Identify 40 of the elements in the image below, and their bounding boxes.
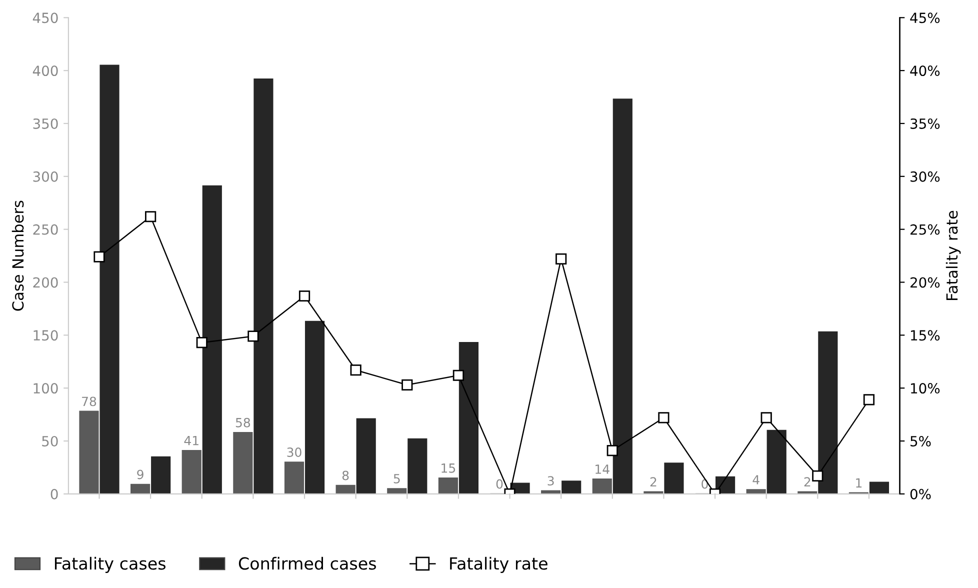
y-tick-label: 150 [34, 330, 58, 341]
y-tick-label: 200 [33, 277, 58, 288]
y2-tick-label: 15% [911, 330, 940, 341]
data-label: 2 [650, 477, 656, 486]
data-label: 41 [184, 436, 198, 446]
y2-tick-label: 35% [910, 118, 940, 129]
data-label: 2 [804, 477, 810, 486]
y-tick-label: 350 [33, 118, 58, 129]
data-label: 15 [442, 464, 456, 473]
y-tick-label: 250 [33, 224, 58, 235]
y2-tick-label: 40% [910, 66, 940, 76]
y-tick-label: 450 [32, 12, 58, 24]
y-tick-label: 400 [32, 66, 58, 76]
y-tick-label: 300 [33, 171, 58, 182]
y-tick-label: 50 [42, 436, 58, 446]
y2-tick-label: 25% [910, 224, 940, 235]
data-label: 58 [236, 418, 250, 428]
data-label: 3 [548, 476, 554, 486]
data-label: 0 [496, 479, 503, 489]
data-label: 5 [394, 474, 400, 484]
y2-tick-label: 10% [911, 383, 940, 394]
y-tick-label: 100 [34, 383, 58, 394]
data-label: 78 [82, 396, 96, 406]
y-axis-title: Case Numbers [12, 200, 24, 311]
y2-tick-label: 20% [910, 277, 940, 288]
data-label: 9 [137, 470, 144, 480]
data-label: 1 [856, 478, 862, 488]
data-label: 8 [342, 470, 349, 480]
y2-tick-label: 0% [910, 488, 931, 500]
legend-label: Fatality cases [54, 556, 166, 573]
y2-axis-title: Fatality rate [946, 210, 961, 300]
y2-tick-label: 5% [910, 436, 931, 446]
data-label: 4 [752, 475, 760, 484]
y2-tick-label: 45% [910, 12, 940, 24]
data-label: 14 [596, 464, 610, 474]
legend-label: Confirmed cases [238, 556, 376, 570]
y-tick-label: 0 [50, 488, 58, 500]
data-label: 30 [287, 448, 302, 457]
legend-label: Fatality rate [450, 556, 548, 573]
y2-tick-label: 30% [910, 171, 940, 182]
